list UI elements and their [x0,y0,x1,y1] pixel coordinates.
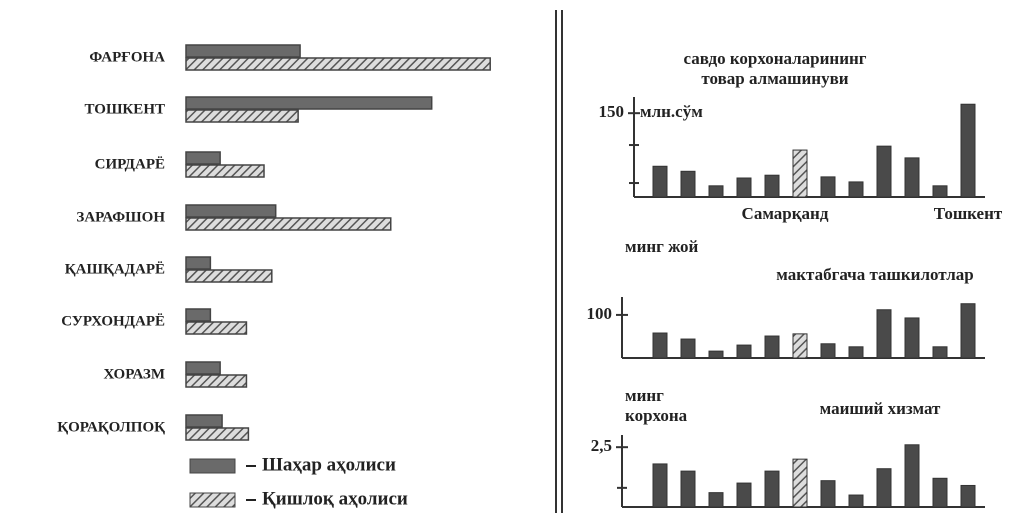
legend-swatch [189,492,236,508]
category-label: ЗАРАФШОН [76,209,165,225]
bar [764,470,780,508]
x-tick-label: Тошкент [934,204,1003,223]
bar [185,151,221,165]
bar [904,157,920,198]
chart-title: маиший хизмат [820,399,941,418]
bar [792,458,808,508]
bar [185,256,212,270]
bar [792,149,808,198]
y-tick-label: 100 [587,304,613,323]
bar [185,374,248,388]
category-label: СУРХОНДАРЁ [61,313,165,329]
bar [708,185,724,198]
bar [904,317,920,359]
bar [680,338,696,359]
bar [848,494,864,508]
chart-title: товар алмашинуви [701,69,848,88]
bar [680,470,696,508]
bar [185,427,250,441]
bar [764,335,780,359]
bar [876,145,892,198]
category-label: ХОРАЗМ [103,366,165,382]
bar [185,96,433,110]
bar [960,303,976,359]
bar [185,217,392,231]
bar [960,103,976,198]
y-axis-label: минг [625,386,664,405]
bar [185,269,273,283]
bar [820,343,836,359]
bar [680,170,696,198]
bar [792,333,808,359]
bar [652,165,668,198]
bar [652,332,668,359]
bar [960,484,976,508]
category-label: ФАРҒОНА [89,49,165,65]
category-label: ҚОРАҚОЛПОҚ [57,419,165,435]
y-axis-label: корхона [625,406,688,425]
bar [652,463,668,508]
legend-label: Қишлоқ аҳолиси [262,488,408,509]
bar [848,181,864,198]
category-label: СИРДАРЁ [95,156,165,172]
bar [708,350,724,359]
bar [185,361,221,375]
bar [932,346,948,359]
bar [876,309,892,359]
chart-title: мактабгача ташкилотлар [776,265,973,284]
bar [185,414,223,428]
bar [848,346,864,359]
x-tick-label: Самарқанд [742,204,829,223]
bar [932,185,948,198]
bar [185,204,277,218]
chart-title: савдо корхоналарининг [683,49,866,68]
legend-swatch [189,458,236,474]
bar [708,492,724,508]
bar [764,174,780,198]
bar [736,482,752,508]
bar [736,177,752,198]
legend-label: Шаҳар аҳолиси [262,454,396,475]
bar [736,344,752,359]
bar [820,480,836,508]
bar [820,176,836,198]
bar [185,109,299,123]
bar [185,44,301,58]
bar [185,57,491,71]
bar [185,321,248,335]
y-tick-label: 150 [599,102,625,121]
bar [185,308,212,322]
category-label: ТОШКЕНТ [84,101,165,117]
bar [876,468,892,508]
y-axis-label: минг жой [625,237,699,256]
y-axis-label: млн.сўм [640,102,703,121]
bar [904,444,920,508]
y-tick-label: 2,5 [591,436,612,455]
category-label: ҚАШҚАДАРЁ [65,261,165,277]
bar [185,164,265,178]
bar [932,477,948,508]
